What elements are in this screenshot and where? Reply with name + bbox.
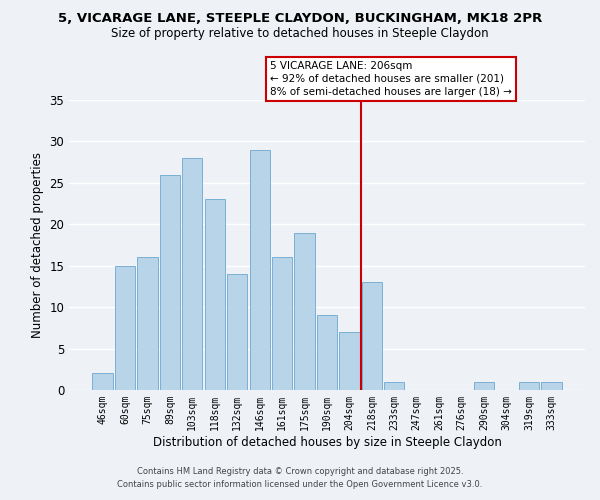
Bar (384, 382, 404, 390)
Bar (295, 232, 314, 390)
Bar (362, 282, 382, 390)
Bar (340, 332, 359, 390)
Text: Contains HM Land Registry data © Crown copyright and database right 2025.: Contains HM Land Registry data © Crown c… (137, 467, 463, 476)
Bar (474, 382, 494, 390)
Bar (205, 200, 225, 390)
Bar (137, 258, 158, 390)
Text: Contains public sector information licensed under the Open Government Licence v3: Contains public sector information licen… (118, 480, 482, 489)
X-axis label: Distribution of detached houses by size in Steeple Claydon: Distribution of detached houses by size … (152, 436, 502, 448)
Bar (272, 258, 292, 390)
Bar (519, 382, 539, 390)
Bar (227, 274, 247, 390)
Bar (541, 382, 562, 390)
Bar (160, 174, 180, 390)
Text: 5 VICARAGE LANE: 206sqm
← 92% of detached houses are smaller (201)
8% of semi-de: 5 VICARAGE LANE: 206sqm ← 92% of detache… (270, 60, 512, 97)
Bar (92, 374, 113, 390)
Text: 5, VICARAGE LANE, STEEPLE CLAYDON, BUCKINGHAM, MK18 2PR: 5, VICARAGE LANE, STEEPLE CLAYDON, BUCKI… (58, 12, 542, 26)
Y-axis label: Number of detached properties: Number of detached properties (31, 152, 44, 338)
Text: Size of property relative to detached houses in Steeple Claydon: Size of property relative to detached ho… (111, 28, 489, 40)
Bar (115, 266, 135, 390)
Bar (250, 150, 270, 390)
Bar (182, 158, 202, 390)
Bar (317, 316, 337, 390)
